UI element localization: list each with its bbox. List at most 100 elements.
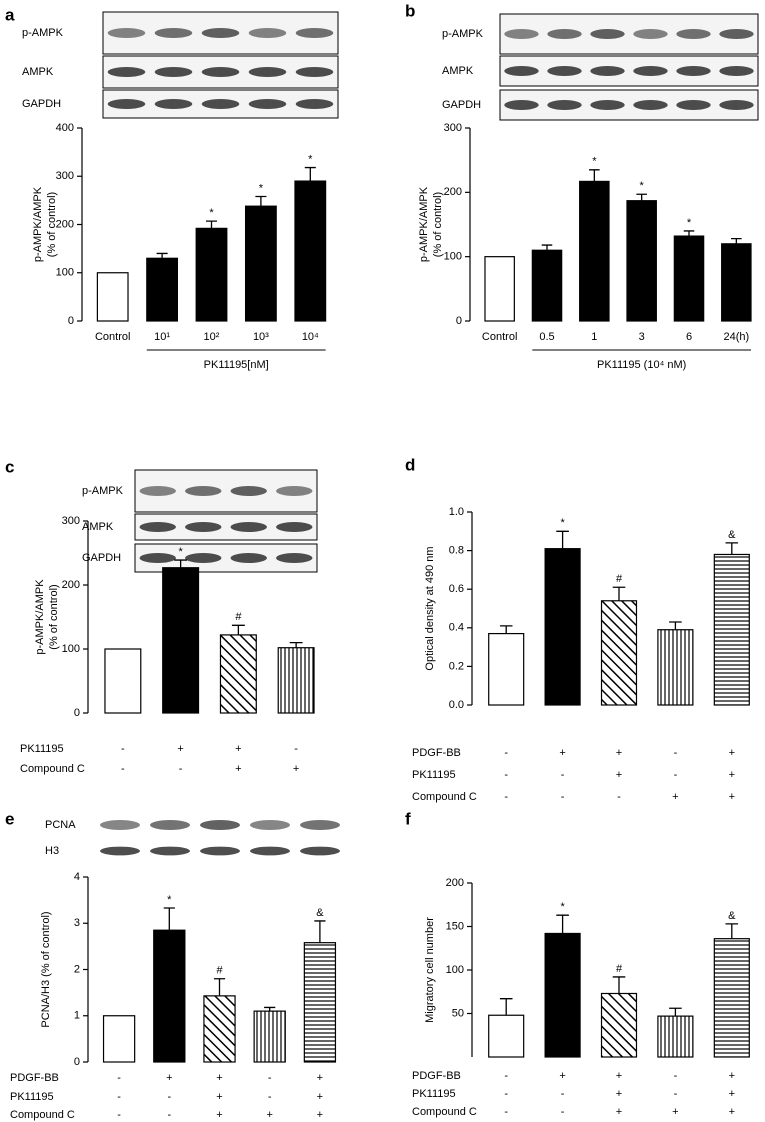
blot-band bbox=[276, 553, 313, 563]
condition-value: + bbox=[672, 791, 678, 803]
bar bbox=[219, 634, 257, 714]
error-bar bbox=[636, 193, 647, 201]
significance-mark: & bbox=[728, 529, 736, 541]
y-axis-label: (% of control) bbox=[432, 192, 444, 257]
bar bbox=[203, 995, 236, 1063]
condition-value: + bbox=[293, 763, 299, 775]
error-bar bbox=[556, 914, 569, 934]
blot-label: AMPK bbox=[22, 66, 54, 78]
condition-value: - bbox=[504, 1070, 508, 1082]
condition-value: + bbox=[216, 1072, 222, 1084]
condition-value: + bbox=[616, 769, 622, 781]
blot-band bbox=[201, 67, 240, 77]
condition-value: + bbox=[729, 791, 735, 803]
y-tick-label: 1 bbox=[74, 1010, 80, 1022]
error-bar bbox=[725, 542, 739, 555]
blot-band bbox=[633, 29, 668, 39]
condition-value: + bbox=[729, 769, 735, 781]
y-axis-label: Migratory cell number bbox=[424, 917, 436, 1023]
y-tick-label: 0 bbox=[456, 315, 462, 327]
condition-value: + bbox=[235, 743, 241, 755]
blot-label: p-AMPK bbox=[22, 27, 64, 39]
bar bbox=[713, 938, 750, 1058]
blot-band bbox=[107, 28, 146, 38]
condition-value: + bbox=[729, 1070, 735, 1082]
blot-band bbox=[185, 553, 222, 563]
blot-label: AMPK bbox=[442, 65, 474, 77]
bar bbox=[600, 992, 638, 1058]
significance-mark: & bbox=[316, 907, 324, 919]
condition-value: + bbox=[616, 1106, 622, 1118]
condition-value: + bbox=[616, 1070, 622, 1082]
blot-band bbox=[590, 29, 625, 39]
bar bbox=[579, 180, 610, 322]
condition-name: PDGF-BB bbox=[412, 1070, 461, 1082]
y-tick-label: 200 bbox=[62, 579, 80, 591]
significance-mark: # bbox=[616, 963, 623, 975]
y-axis-label: p-AMPK/AMPK bbox=[32, 186, 44, 262]
blot-label: GAPDH bbox=[82, 552, 121, 564]
y-tick-label: 0 bbox=[68, 315, 74, 327]
error-bar bbox=[669, 1007, 682, 1017]
condition-value: - bbox=[117, 1091, 121, 1103]
condition-value: + bbox=[317, 1072, 323, 1084]
condition-name: Compound C bbox=[412, 791, 477, 803]
significance-mark: * bbox=[560, 517, 565, 529]
blot-frame bbox=[499, 89, 759, 121]
bar bbox=[104, 648, 142, 714]
blot-band bbox=[200, 846, 240, 856]
blot-band bbox=[676, 29, 711, 39]
error-bar bbox=[205, 220, 218, 229]
blot-frame bbox=[499, 55, 759, 87]
y-axis-label: Optical density at 490 nm bbox=[424, 546, 436, 670]
y-tick-label: 100 bbox=[446, 964, 464, 976]
blot-band bbox=[248, 67, 287, 77]
condition-value: - bbox=[117, 1109, 121, 1121]
blot-band bbox=[300, 820, 340, 830]
condition-value: + bbox=[729, 1106, 735, 1118]
bar bbox=[96, 272, 129, 322]
error-bar bbox=[231, 624, 245, 635]
condition-value: + bbox=[729, 1088, 735, 1100]
y-axis-label: (% of control) bbox=[46, 192, 58, 257]
bar bbox=[544, 548, 581, 706]
blot-band bbox=[150, 820, 190, 830]
bar bbox=[162, 567, 200, 714]
error-bar bbox=[255, 195, 267, 207]
blot-label: GAPDH bbox=[22, 98, 61, 110]
y-tick-label: 150 bbox=[446, 920, 464, 932]
error-bar bbox=[683, 230, 695, 237]
condition-value: - bbox=[504, 1088, 508, 1100]
condition-value: + bbox=[317, 1109, 323, 1121]
bar bbox=[484, 256, 515, 322]
blot-band bbox=[100, 846, 140, 856]
blot-band bbox=[154, 28, 193, 38]
significance-mark: # bbox=[216, 965, 223, 977]
blot-band bbox=[676, 66, 711, 76]
blot-band bbox=[107, 99, 146, 109]
condition-value: - bbox=[561, 791, 565, 803]
blot-band bbox=[504, 29, 539, 39]
x-tick-label: Control bbox=[95, 331, 130, 343]
condition-value: + bbox=[729, 747, 735, 759]
blot-band bbox=[250, 846, 290, 856]
x-tick-label: 10¹ bbox=[154, 331, 170, 343]
blot-band bbox=[547, 100, 582, 110]
blot-band bbox=[676, 100, 711, 110]
blot-band bbox=[185, 522, 222, 532]
y-axis-label: (% of control) bbox=[48, 584, 60, 649]
y-axis-label: p-AMPK/AMPK bbox=[34, 579, 46, 655]
blot-band bbox=[547, 29, 582, 39]
x-tick-label: 1 bbox=[591, 331, 597, 343]
x-tick-label: 10³ bbox=[253, 331, 269, 343]
condition-value: - bbox=[674, 769, 678, 781]
x-tick-label: 6 bbox=[686, 331, 692, 343]
condition-value: + bbox=[266, 1109, 272, 1121]
y-tick-label: 0.2 bbox=[449, 660, 464, 672]
blot-band bbox=[139, 486, 176, 496]
condition-value: - bbox=[121, 743, 125, 755]
blot-band bbox=[230, 553, 267, 563]
condition-value: - bbox=[561, 1106, 565, 1118]
group-label: PK11195 (10⁴ nM) bbox=[597, 359, 686, 371]
